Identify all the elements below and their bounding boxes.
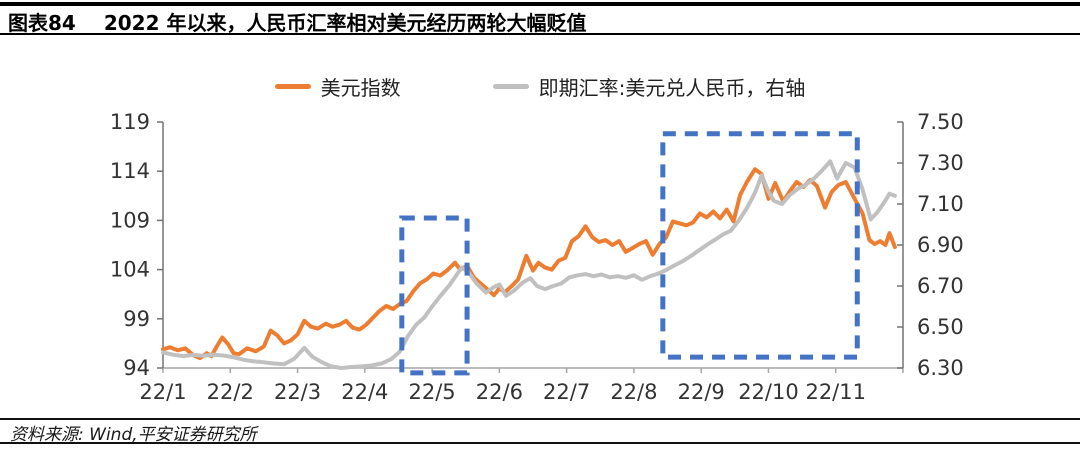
legend-item-usdcny: 即期汇率:美元兑人民币，右轴 [492,72,806,101]
left-y-axis-tick-label: 119 [110,110,150,134]
right-y-axis-tick-label: 7.50 [917,110,964,134]
top-border-rule [0,2,1080,6]
x-axis-tick-label: 22/8 [610,380,657,404]
right-y-axis-tick-label: 6.90 [917,233,964,257]
data-source-note: 资料来源: Wind,平安证券研究所 [10,425,257,445]
right-y-axis-tick-label: 6.50 [917,315,964,339]
right-y-axis-tick-label: 7.30 [917,151,964,175]
title-divider-rule [0,33,1080,35]
left-y-axis-tick-label: 114 [110,159,150,183]
legend-label-usdcny: 即期汇率:美元兑人民币，右轴 [538,75,806,100]
right-y-axis-tick-label: 6.30 [917,356,964,380]
usd-index-line-series [161,167,897,361]
usdcny-line-swatch [492,83,529,89]
usdcny-spot-line-series [161,159,897,370]
left-y-axis-tick-label: 99 [123,307,150,331]
usd-index-line-swatch [274,83,311,89]
x-axis-tick-label: 22/5 [409,380,456,404]
right-y-axis-tick-label: 6.70 [917,274,964,298]
source-divider-bottom-rule [0,442,1080,444]
figure-header: 图表84 2022 年以来，人民币汇率相对美元经历两轮大幅贬值 [8,7,1072,36]
x-axis-tick-label: 22/9 [678,380,725,404]
left-y-axis-tick-label: 109 [110,208,150,232]
right-y-axis-tick-label: 7.10 [917,192,964,216]
source-divider-top-rule [0,418,1080,420]
depreciation-highlight-rect-2 [660,131,860,360]
x-axis-tick-label: 22/6 [476,380,523,404]
x-axis-tick-label: 22/11 [805,380,866,404]
legend-label-usd-index: 美元指数 [320,75,401,100]
figure-number: 图表84 [8,11,76,35]
x-axis-tick-label: 22/10 [738,380,799,404]
left-y-axis-tick-label: 104 [110,258,150,282]
x-axis-tick-label: 22/4 [341,380,388,404]
figure-title: 2022 年以来，人民币汇率相对美元经历两轮大幅贬值 [103,11,587,35]
x-axis-tick-label: 22/7 [543,380,590,404]
x-axis-tick-label: 22/3 [274,380,321,404]
x-axis-tick-label: 22/2 [207,380,254,404]
legend-item-usd-index: 美元指数 [274,72,401,101]
x-axis-tick-label: 22/1 [139,380,186,404]
left-y-axis-tick-label: 94 [123,356,150,380]
chart-legend: 美元指数 即期汇率:美元兑人民币，右轴 [0,72,1080,101]
depreciation-highlight-rect-1 [399,215,470,376]
